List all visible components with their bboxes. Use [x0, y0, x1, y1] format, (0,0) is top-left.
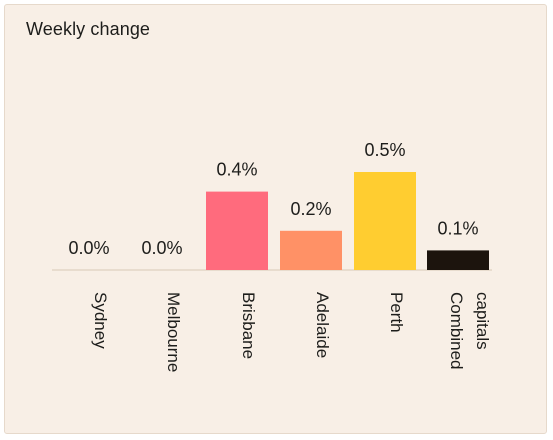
category-label-1: Melbourne [164, 292, 183, 372]
value-label-1: 0.0% [141, 238, 182, 258]
category-label-5-1: capitals [473, 292, 492, 350]
value-label-0: 0.0% [68, 238, 109, 258]
bar-5 [427, 250, 489, 270]
bar-4 [354, 172, 416, 270]
value-label-4: 0.5% [364, 140, 405, 160]
category-label-3: Adelaide [313, 292, 332, 358]
value-label-3: 0.2% [290, 199, 331, 219]
category-label-5-0: Combined [447, 292, 466, 370]
bar-3 [280, 230, 342, 270]
chart-card: Weekly change [4, 4, 547, 434]
chart-title: Weekly change [26, 19, 151, 39]
bar-2 [206, 191, 268, 270]
category-label-4: Perth [387, 292, 406, 333]
category-label-2: Brisbane [239, 292, 258, 359]
value-label-5: 0.1% [437, 218, 478, 238]
value-label-2: 0.4% [216, 160, 257, 180]
category-label-0: Sydney [91, 292, 110, 349]
